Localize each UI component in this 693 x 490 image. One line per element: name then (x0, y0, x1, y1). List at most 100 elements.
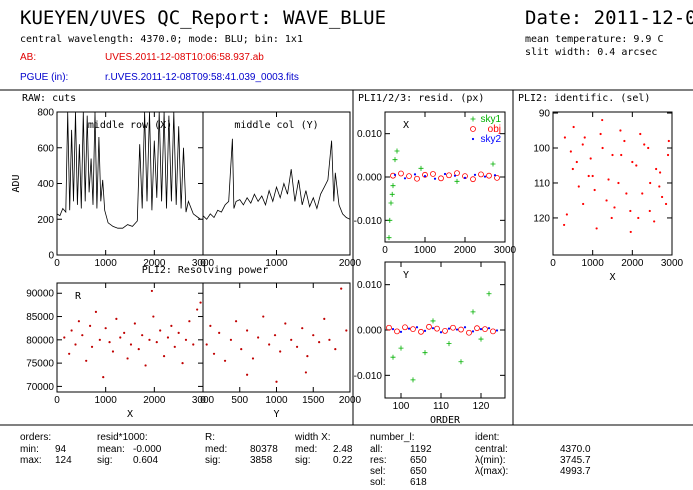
footer-title: number_l: (370, 432, 414, 443)
point (613, 206, 616, 209)
point (593, 188, 596, 192)
point (295, 345, 299, 348)
x-tick-label: 110 (433, 401, 449, 412)
footer-key: all: (370, 444, 383, 455)
point (413, 173, 417, 176)
point (152, 315, 155, 318)
point (611, 153, 614, 157)
point (77, 320, 80, 323)
point (470, 176, 476, 183)
point (398, 345, 404, 351)
y-tick-label: 200 (37, 215, 54, 226)
point (68, 352, 71, 355)
point (209, 324, 212, 327)
point (414, 175, 420, 182)
point (318, 341, 321, 344)
point (463, 326, 467, 329)
x-tick-label: 1500 (302, 395, 325, 406)
point (173, 345, 176, 348)
point (470, 309, 476, 315)
point (454, 170, 460, 177)
point (150, 289, 153, 293)
point (490, 161, 496, 167)
legend-label: sky1 (480, 114, 501, 125)
point (587, 174, 590, 178)
point (63, 336, 66, 339)
point (390, 354, 396, 360)
point (601, 146, 604, 150)
legend-label: obj (488, 124, 501, 135)
point (483, 175, 487, 178)
point (637, 216, 640, 220)
point (439, 331, 443, 334)
y-tick-label: 600 (37, 143, 54, 154)
x-tick-label: 0 (550, 258, 556, 269)
point (328, 338, 331, 341)
point (403, 177, 407, 180)
y-tick-label: 75000 (26, 359, 54, 370)
point (617, 181, 620, 185)
y-tick-label: 90000 (26, 289, 54, 300)
point (466, 329, 472, 336)
footer-value: 618 (410, 477, 427, 488)
y-tick-label: -0.010 (354, 216, 383, 227)
point (268, 343, 271, 346)
point (438, 175, 444, 182)
point (643, 143, 646, 146)
footer-key: res: (370, 455, 387, 466)
point (70, 329, 73, 332)
y-tick-label: 0.010 (357, 280, 382, 291)
y-tick-label: 85000 (26, 312, 54, 323)
point (653, 220, 656, 223)
point (648, 209, 651, 213)
footer-key: med: (295, 444, 317, 455)
point (577, 185, 580, 188)
point (323, 317, 326, 320)
point (188, 320, 191, 323)
point (473, 173, 477, 176)
footer-value: 4370.0 (560, 444, 591, 455)
x-axis-label: Y (273, 409, 279, 420)
point (482, 326, 488, 332)
point (273, 334, 277, 337)
point (470, 126, 476, 132)
point (660, 195, 664, 199)
point (387, 217, 393, 223)
point (442, 328, 448, 334)
point (443, 172, 447, 176)
point (591, 174, 594, 178)
x-tick-label: 2000 (454, 245, 477, 256)
point (312, 334, 315, 337)
point (394, 328, 400, 335)
y-tick-label: 120 (533, 213, 550, 224)
y-tick-label: 0.000 (357, 326, 382, 337)
point (458, 359, 464, 365)
subtitle: central wavelength: 4370.0; mode: BLU; b… (20, 34, 303, 45)
point (635, 164, 638, 167)
point (631, 160, 634, 164)
point (94, 310, 98, 313)
x-axis-label: ORDER (430, 415, 461, 426)
point (88, 324, 92, 327)
point (423, 329, 427, 333)
y-tick-label: 110 (534, 178, 550, 189)
plot-frame (552, 111, 673, 256)
point (410, 377, 416, 383)
point (563, 223, 566, 227)
section-label: PLI1/2/3: resid. (px) (358, 93, 484, 104)
point (431, 327, 435, 330)
point (407, 327, 411, 330)
point (423, 175, 427, 178)
footer-value: 3745.7 (560, 455, 591, 466)
point (563, 136, 567, 139)
point (572, 125, 575, 129)
point (487, 327, 491, 330)
point (90, 345, 94, 348)
point (129, 343, 133, 346)
plot-title: middle col (Y) (234, 120, 318, 131)
point (569, 150, 572, 153)
x-tick-label: 3000 (192, 395, 215, 406)
point (422, 350, 428, 356)
